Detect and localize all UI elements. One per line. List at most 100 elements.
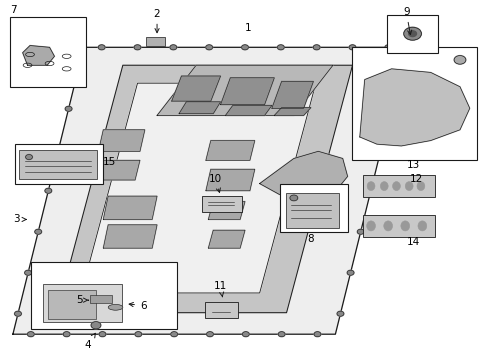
Circle shape bbox=[206, 45, 213, 50]
Circle shape bbox=[314, 332, 321, 337]
Text: 15: 15 bbox=[103, 157, 117, 167]
Circle shape bbox=[25, 154, 32, 159]
Ellipse shape bbox=[392, 181, 400, 190]
Circle shape bbox=[409, 31, 416, 37]
Text: 8: 8 bbox=[308, 234, 314, 244]
Ellipse shape bbox=[108, 305, 123, 310]
Circle shape bbox=[337, 311, 344, 316]
Polygon shape bbox=[103, 196, 157, 220]
Polygon shape bbox=[206, 169, 255, 191]
Circle shape bbox=[349, 45, 356, 50]
Circle shape bbox=[24, 270, 31, 275]
Polygon shape bbox=[98, 160, 140, 180]
Polygon shape bbox=[157, 65, 333, 116]
Circle shape bbox=[347, 270, 354, 275]
Text: 4: 4 bbox=[84, 333, 96, 350]
Ellipse shape bbox=[418, 221, 427, 231]
Circle shape bbox=[313, 45, 320, 50]
Text: 7: 7 bbox=[10, 5, 17, 15]
Circle shape bbox=[134, 45, 141, 50]
FancyBboxPatch shape bbox=[43, 284, 122, 321]
Circle shape bbox=[75, 65, 82, 70]
Polygon shape bbox=[220, 78, 274, 105]
FancyBboxPatch shape bbox=[363, 215, 435, 237]
Bar bbox=[10, 17, 86, 87]
FancyBboxPatch shape bbox=[363, 175, 435, 197]
Circle shape bbox=[65, 106, 72, 111]
Circle shape bbox=[377, 147, 384, 152]
Bar bbox=[280, 184, 347, 232]
Polygon shape bbox=[57, 65, 352, 313]
Polygon shape bbox=[179, 102, 220, 114]
Circle shape bbox=[207, 332, 214, 337]
Circle shape bbox=[98, 45, 105, 50]
Circle shape bbox=[243, 332, 249, 337]
Circle shape bbox=[171, 332, 177, 337]
Polygon shape bbox=[98, 130, 145, 151]
Text: 12: 12 bbox=[409, 174, 423, 184]
Ellipse shape bbox=[401, 221, 410, 231]
Circle shape bbox=[135, 332, 142, 337]
Ellipse shape bbox=[417, 181, 425, 190]
Text: 11: 11 bbox=[214, 281, 227, 297]
Text: 1: 1 bbox=[245, 23, 252, 33]
Polygon shape bbox=[208, 202, 245, 220]
Circle shape bbox=[388, 106, 394, 111]
Ellipse shape bbox=[380, 181, 388, 190]
Text: 14: 14 bbox=[407, 237, 420, 247]
Circle shape bbox=[404, 27, 421, 40]
Circle shape bbox=[368, 188, 374, 193]
Ellipse shape bbox=[384, 221, 392, 231]
Circle shape bbox=[15, 311, 22, 316]
Polygon shape bbox=[225, 105, 272, 116]
Circle shape bbox=[454, 55, 466, 64]
Polygon shape bbox=[172, 76, 220, 101]
Circle shape bbox=[45, 188, 52, 193]
Bar bbox=[31, 262, 176, 329]
Circle shape bbox=[398, 65, 405, 70]
FancyBboxPatch shape bbox=[286, 193, 339, 228]
Text: 10: 10 bbox=[209, 174, 222, 192]
Polygon shape bbox=[274, 108, 311, 116]
Circle shape bbox=[290, 195, 298, 201]
Text: 2: 2 bbox=[154, 9, 160, 33]
FancyBboxPatch shape bbox=[202, 196, 242, 212]
Circle shape bbox=[35, 229, 42, 234]
FancyBboxPatch shape bbox=[205, 302, 238, 318]
Ellipse shape bbox=[367, 221, 375, 231]
Text: 3: 3 bbox=[14, 215, 26, 224]
Text: 13: 13 bbox=[407, 160, 420, 170]
Circle shape bbox=[63, 332, 70, 337]
Polygon shape bbox=[260, 151, 347, 202]
Polygon shape bbox=[13, 47, 406, 334]
FancyBboxPatch shape bbox=[90, 295, 112, 303]
Polygon shape bbox=[103, 225, 157, 248]
Text: 9: 9 bbox=[403, 7, 412, 35]
Circle shape bbox=[99, 332, 106, 337]
Bar bbox=[15, 144, 103, 184]
Circle shape bbox=[170, 45, 177, 50]
Text: 6: 6 bbox=[129, 301, 147, 311]
Circle shape bbox=[242, 45, 248, 50]
Circle shape bbox=[277, 45, 284, 50]
Text: 5: 5 bbox=[76, 295, 89, 305]
FancyBboxPatch shape bbox=[147, 37, 165, 46]
Polygon shape bbox=[206, 140, 255, 160]
Polygon shape bbox=[272, 81, 314, 108]
Polygon shape bbox=[81, 83, 316, 293]
Circle shape bbox=[357, 229, 364, 234]
Circle shape bbox=[55, 147, 62, 152]
Ellipse shape bbox=[405, 181, 413, 190]
FancyBboxPatch shape bbox=[48, 291, 96, 319]
Circle shape bbox=[278, 332, 285, 337]
Circle shape bbox=[91, 321, 101, 329]
Polygon shape bbox=[23, 45, 54, 65]
Circle shape bbox=[385, 45, 392, 50]
Polygon shape bbox=[360, 69, 470, 146]
Polygon shape bbox=[208, 230, 245, 248]
Circle shape bbox=[27, 332, 34, 337]
Ellipse shape bbox=[367, 181, 375, 190]
Bar bbox=[352, 47, 477, 160]
FancyBboxPatch shape bbox=[19, 150, 98, 179]
Bar bbox=[387, 15, 438, 53]
